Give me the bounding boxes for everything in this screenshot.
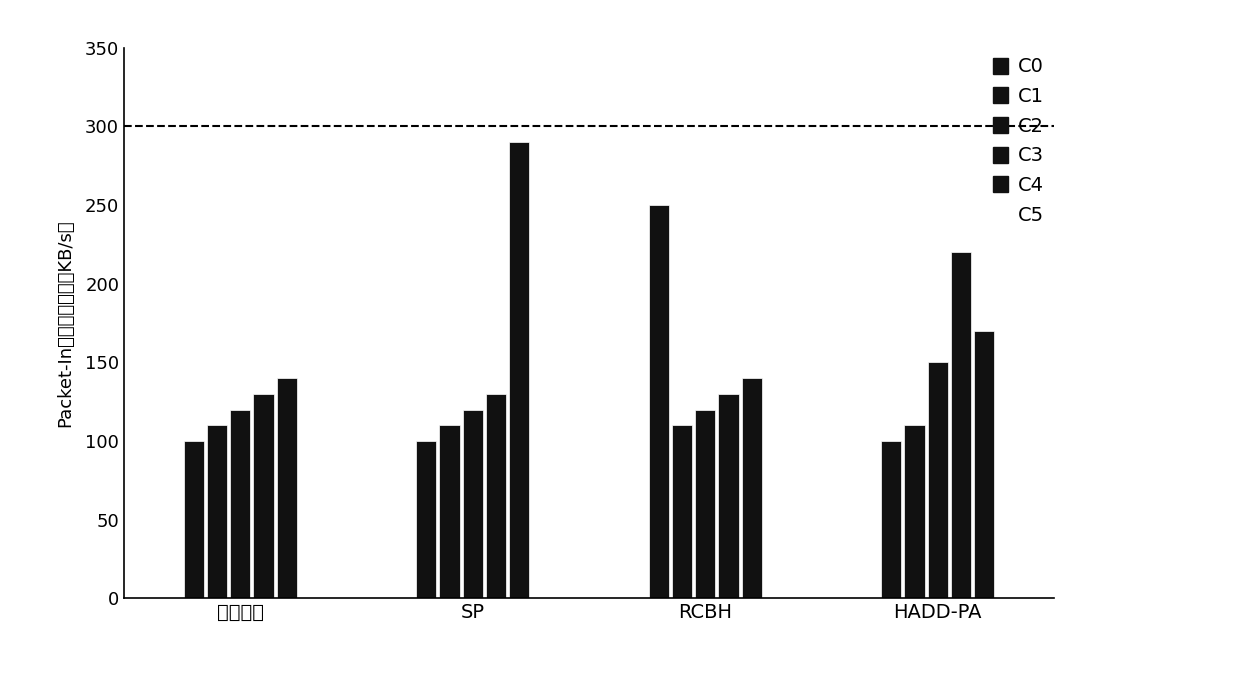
Bar [508, 142, 529, 598]
Bar [880, 441, 901, 598]
Bar [184, 441, 203, 598]
Bar [694, 409, 715, 598]
Bar [439, 425, 460, 598]
Bar [975, 331, 994, 598]
Bar [904, 425, 925, 598]
Bar [207, 425, 227, 598]
Bar [649, 205, 670, 598]
Bar [486, 394, 506, 598]
Legend: C0, C1, C2, C3, C4, C5: C0, C1, C2, C3, C4, C5 [993, 57, 1044, 225]
Bar [253, 394, 274, 598]
Bar [928, 362, 949, 598]
Bar [718, 394, 739, 598]
Bar [231, 409, 250, 598]
Bar [463, 409, 484, 598]
Bar [415, 441, 436, 598]
Bar [951, 252, 971, 598]
Bar [672, 425, 692, 598]
Bar [742, 378, 761, 598]
Bar [277, 378, 296, 598]
Y-axis label: Packet-In消息到达速率（KB/s）: Packet-In消息到达速率（KB/s） [56, 219, 73, 427]
